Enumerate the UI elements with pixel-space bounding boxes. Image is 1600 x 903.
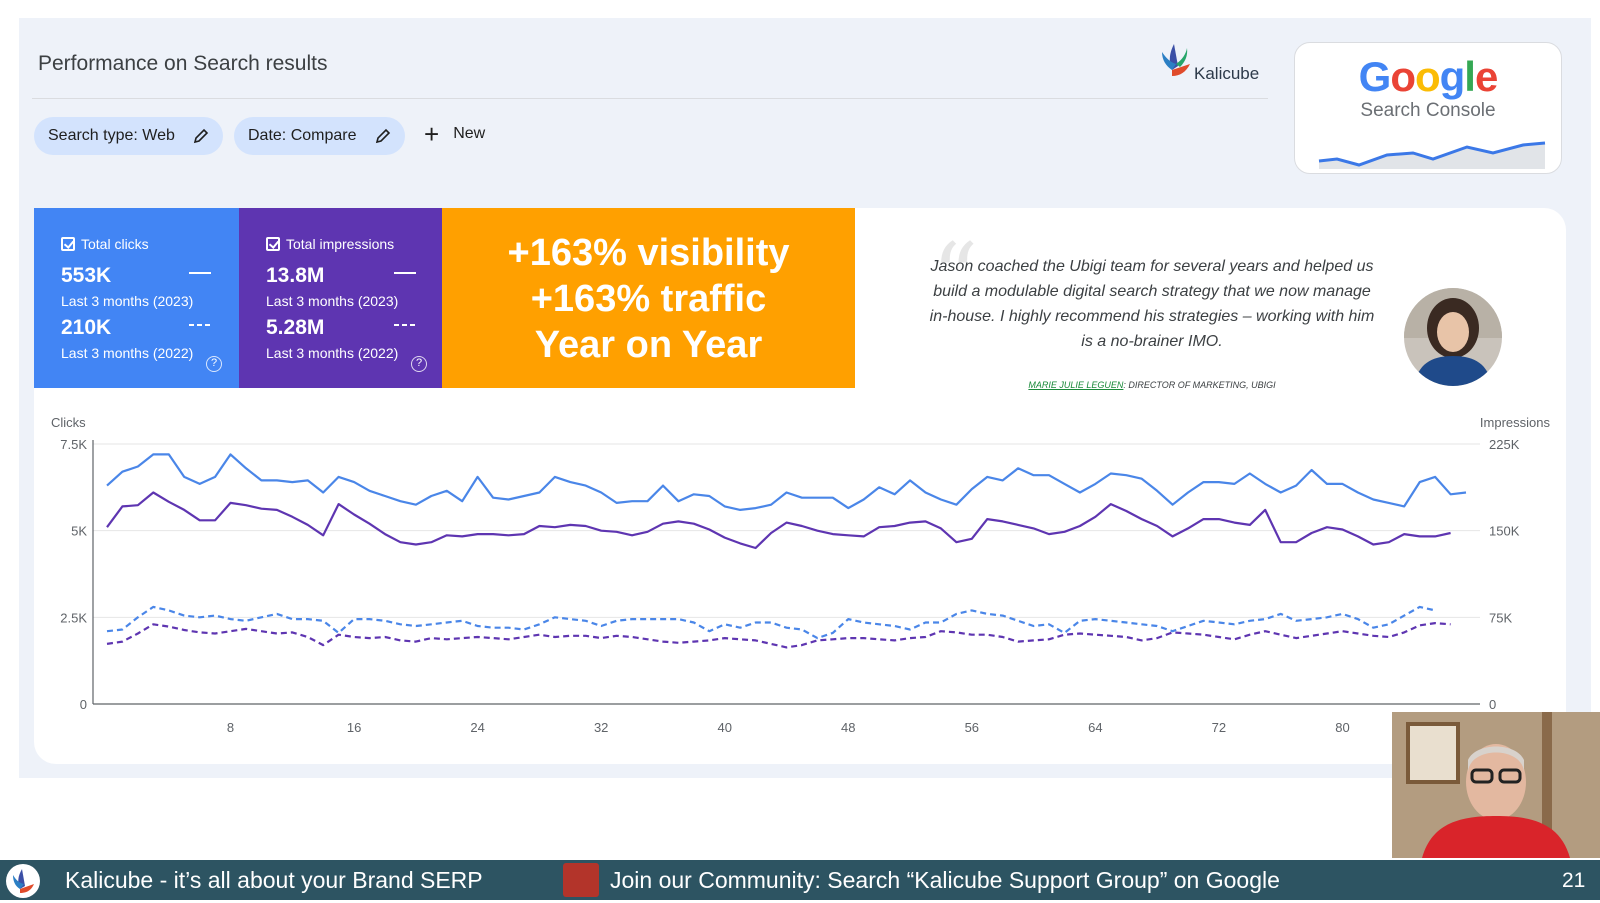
chart-gridlines <box>92 440 1480 705</box>
edit-pencil-icon <box>375 128 390 144</box>
metric-card-total-impressions[interactable]: Total impressions 13.8M Last 3 months (2… <box>239 208 442 388</box>
date-filter-label: Date: Compare <box>248 127 357 144</box>
chart-series <box>106 453 1467 649</box>
y-axis-right-title: Impressions <box>1480 415 1551 430</box>
metric-period-previous: Last 3 months (2022) <box>61 345 194 361</box>
metric-value-previous: 5.28M <box>266 316 325 339</box>
google-letter: G <box>1358 53 1392 100</box>
checkbox-checked-icon <box>266 237 280 251</box>
x-tick-label: 72 <box>1212 720 1226 735</box>
help-icon[interactable]: ? <box>411 356 427 372</box>
series-line <box>106 491 1451 550</box>
testimonial-attribution: MARIE JULIE LEGUEN: DIRECTOR OF MARKETIN… <box>924 380 1380 390</box>
help-icon[interactable]: ? <box>206 356 222 372</box>
kalicube-logo: Kalicube <box>1160 42 1270 86</box>
metric-label: Total impressions <box>286 236 395 252</box>
google-letter: e <box>1474 53 1498 100</box>
quote-mark-icon: “ <box>932 224 979 329</box>
x-tick-label: 64 <box>1088 720 1102 735</box>
highlight-line-visibility: +163% visibility <box>507 232 790 274</box>
footer-brand-text: Kalicube - it’s all about your Brand SER… <box>65 867 483 893</box>
metric-label: Total clicks <box>81 236 149 252</box>
testimonial-author-link[interactable]: MARIE JULIE LEGUEN <box>1028 380 1124 390</box>
google-letter: o <box>1414 53 1441 100</box>
footer-bar: Kalicube - it’s all about your Brand SER… <box>0 860 1600 900</box>
slide-page-number: 21 <box>1562 869 1586 892</box>
x-tick-label: 16 <box>347 720 361 735</box>
testimonial-author-photo <box>1404 288 1502 386</box>
google-wordmark-text: Google <box>1358 53 1499 100</box>
search-console-label: Search Console <box>1360 100 1496 121</box>
series-line <box>106 453 1467 511</box>
solid-line-legend-icon <box>189 272 211 274</box>
presenter-webcam-video <box>1392 712 1600 858</box>
edit-pencil-icon <box>193 128 209 144</box>
google-letter: o <box>1390 53 1416 100</box>
page-title: Performance on Search results <box>38 52 328 75</box>
chart-tick-labels: 0 0 2.5K 75K 5K 150K 7.5K 225K 8 16 24 32 40 48 56 64 72… <box>60 437 1519 735</box>
x-tick-label: 24 <box>470 720 484 735</box>
kalicube-wordmark: Kalicube <box>1194 64 1260 83</box>
x-tick-label: 48 <box>841 720 855 735</box>
highlight-line-yoy: Year on Year <box>534 324 763 366</box>
y-tick-label-left: 7.5K <box>60 437 87 452</box>
metric-period-current: Last 3 months (2023) <box>61 293 194 309</box>
series-line <box>106 621 1451 649</box>
solid-line-legend-icon <box>394 272 416 274</box>
google-wordmark: Google <box>1295 53 1561 101</box>
y-tick-label-left: 2.5K <box>60 610 87 625</box>
dashed-line-legend-icon <box>394 324 416 326</box>
series-line <box>106 605 1436 640</box>
date-filter-chip[interactable]: Date: Compare <box>234 117 405 155</box>
highlight-line-traffic: +163% traffic <box>530 278 767 320</box>
kalicube-bird-icon <box>1162 44 1190 76</box>
new-filter-button[interactable]: + New <box>424 119 486 149</box>
plus-icon: + <box>424 119 440 149</box>
book-cover-icon <box>563 863 599 897</box>
dashed-line-legend-icon <box>189 324 211 326</box>
performance-line-chart: Clicks Impressions 0 0 2.5K 75K 5K 150K 7.5K 22… <box>51 415 1551 735</box>
y-tick-label-left: 0 <box>80 697 87 712</box>
x-tick-label: 32 <box>594 720 608 735</box>
header-divider <box>32 98 1268 99</box>
search-console-graph-icon <box>1318 141 1546 169</box>
metric-card-total-clicks[interactable]: Total clicks 553K Last 3 months (2023) 2… <box>34 208 239 388</box>
x-tick-label: 80 <box>1335 720 1349 735</box>
metric-value-current: 553K <box>61 264 112 287</box>
footer-community-text: Join our Community: Search “Kalicube Sup… <box>610 867 1280 893</box>
metric-period-current: Last 3 months (2023) <box>266 293 399 309</box>
y-tick-label-right: 75K <box>1489 610 1512 625</box>
metric-value-current: 13.8M <box>266 264 325 287</box>
x-tick-label: 8 <box>227 720 234 735</box>
x-tick-label: 40 <box>717 720 731 735</box>
y-tick-label-right: 225K <box>1489 437 1520 452</box>
search-type-filter-chip[interactable]: Search type: Web <box>34 117 223 155</box>
search-type-filter-label: Search type: Web <box>48 127 175 144</box>
search-console-logo: Google Search Console <box>1294 42 1562 174</box>
metric-period-previous: Last 3 months (2022) <box>266 345 399 361</box>
testimonial-author-role: : DIRECTOR OF MARKETING, UBIGI <box>1123 380 1276 390</box>
y-tick-label-right: 0 <box>1489 697 1496 712</box>
kalicube-footer-logo-icon <box>6 864 40 898</box>
new-filter-label: New <box>453 125 486 142</box>
y-tick-label-left: 5K <box>71 524 87 539</box>
x-tick-label: 56 <box>965 720 979 735</box>
y-tick-label-right: 150K <box>1489 524 1520 539</box>
growth-highlight-box: +163% visibility +163% traffic Year on Y… <box>442 208 855 388</box>
y-axis-left-title: Clicks <box>51 415 86 430</box>
google-letter: g <box>1439 53 1466 100</box>
metric-value-previous: 210K <box>61 316 112 339</box>
testimonial-quote: Jason coached the Ubigi team for several… <box>929 258 1375 350</box>
checkbox-checked-icon <box>61 237 75 251</box>
google-letter: l <box>1464 53 1476 100</box>
